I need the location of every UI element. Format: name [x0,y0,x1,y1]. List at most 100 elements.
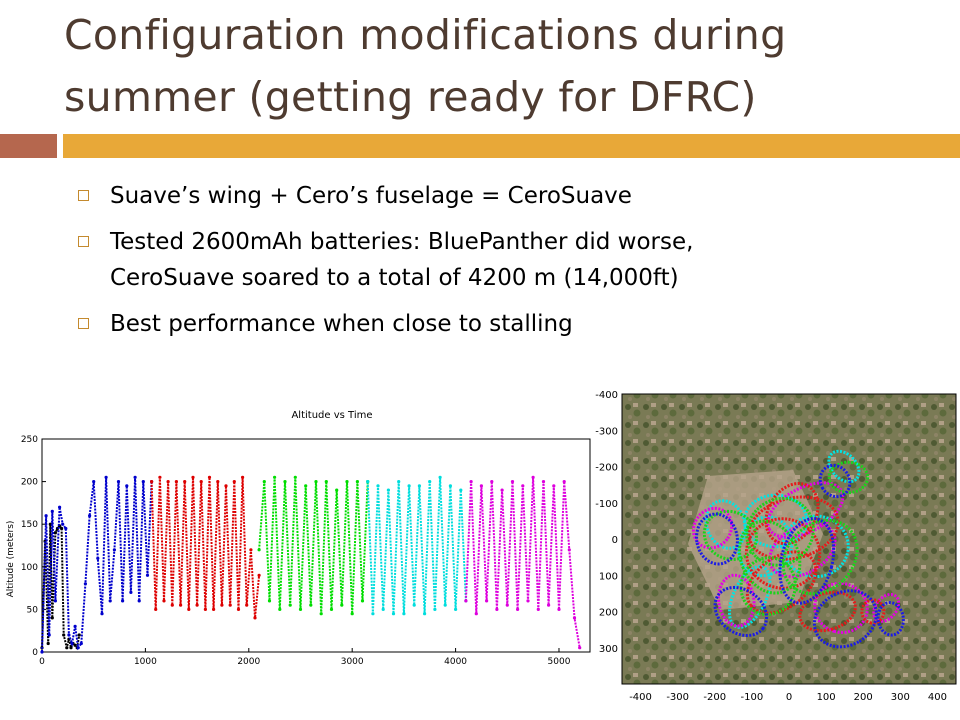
altitude-point [220,603,224,607]
y-tick-label: 0 [32,648,38,658]
altitude-point [77,633,81,637]
altitude-point [433,607,437,611]
altitude-point [224,484,228,488]
altitude-point [505,603,509,607]
altitude-point [179,603,183,607]
altitude-point [495,607,499,611]
flight-loop [695,512,739,566]
x-tick-label: 3000 [341,657,364,667]
slide-title-line-2: summer (getting ready for DFRC) [64,73,757,121]
altitude-point [125,484,129,488]
altitude-point [360,599,365,603]
altitude-point [304,484,308,488]
altitude-point [355,480,359,484]
altitude-point [267,599,272,603]
altitude-point [402,612,406,616]
map-x-tick-label: 400 [928,692,947,703]
altitude-point [133,475,137,479]
bullet-item: Best performance when close to stalling [76,306,936,342]
map-x-tick-label: -300 [666,692,689,703]
altitude-point [340,603,344,607]
altitude-point [257,548,261,552]
y-tick-label: 50 [27,605,39,615]
flight-loop [876,601,905,637]
map-y-tick-label: 300 [599,644,618,655]
altitude-point [50,509,54,513]
altitude-point [293,475,297,479]
altitude-point [572,616,577,620]
altitude-point [510,480,515,484]
map-axes-group: -400 -300 -200 -100 0 100 200 300 400 -400 -300 -20… [595,390,947,703]
altitude-point [65,646,69,650]
altitude-point [228,603,232,607]
altitude-point [50,616,54,620]
flight-loop [798,590,857,633]
map-y-tick-label: -400 [595,390,618,401]
altitude-point [391,612,396,616]
y-tick-label: 150 [21,520,38,530]
map-x-tick-label: -200 [703,692,726,703]
altitude-point [335,488,339,492]
altitude-point [96,556,100,560]
altitude-point [73,624,77,628]
altitude-point [562,480,566,484]
altitude-point [273,475,277,479]
altitude-point [557,607,561,611]
bullet-list: Suave’s wing + Cero’s fuselage = CeroSua… [76,178,936,352]
altitude-point [183,480,187,484]
altitude-point [187,607,191,611]
altitude-chart: Altitude vs Time Altitude (meters) 0 1000… [6,410,591,667]
slide-title-line-1: Configuration modifications during [64,11,787,59]
altitude-point [174,480,178,484]
altitude-point [61,522,65,526]
accent-bar-right [63,134,960,158]
altitude-point [70,641,74,646]
altitude-point [474,612,478,616]
map-y-tick-label: 100 [599,571,618,582]
altitude-point [257,573,261,577]
altitude-point [567,548,571,552]
altitude-point [145,573,150,577]
altitude-point [207,475,212,479]
series-group [40,475,582,654]
altitude-point [479,484,483,488]
altitude-point [288,603,292,607]
altitude-point [438,475,442,479]
altitude-point [116,480,121,484]
altitude-point [536,607,540,611]
altitude-point [129,590,133,594]
y-tick-label: 250 [21,435,38,445]
y-tick-label: 100 [21,563,38,573]
altitude-point [345,480,349,484]
flight-loop [704,499,748,550]
altitude-point [366,480,370,484]
altitude-point [67,633,71,637]
bullet-text-line: Suave’s wing + Cero’s fuselage = CeroSua… [110,183,632,209]
altitude-point [108,599,112,603]
altitude-point [150,480,154,484]
altitude-point [500,488,504,492]
altitude-series-line [258,477,369,614]
altitude-point [44,514,48,518]
flight-loop [713,585,769,638]
altitude-point [376,484,380,488]
altitude-point [412,603,416,607]
altitude-point [104,475,108,479]
map-x-tick-label: 100 [817,692,836,703]
altitude-point [485,599,489,603]
altitude-point [92,480,96,484]
flight-loop [778,517,836,605]
altitude-point [531,475,535,479]
altitude-point [199,480,203,484]
altitude-point [60,526,64,531]
altitude-point [298,607,303,611]
altitude-point [283,480,287,484]
flight-loop [717,573,756,628]
altitude-point [578,646,582,650]
altitude-point [170,603,174,607]
bullet-item: Tested 2600mAh batteries: BluePanther di… [76,224,936,296]
altitude-point [547,603,551,607]
altitude-point [40,650,44,654]
altitude-point [319,612,323,616]
altitude-point [47,633,51,637]
